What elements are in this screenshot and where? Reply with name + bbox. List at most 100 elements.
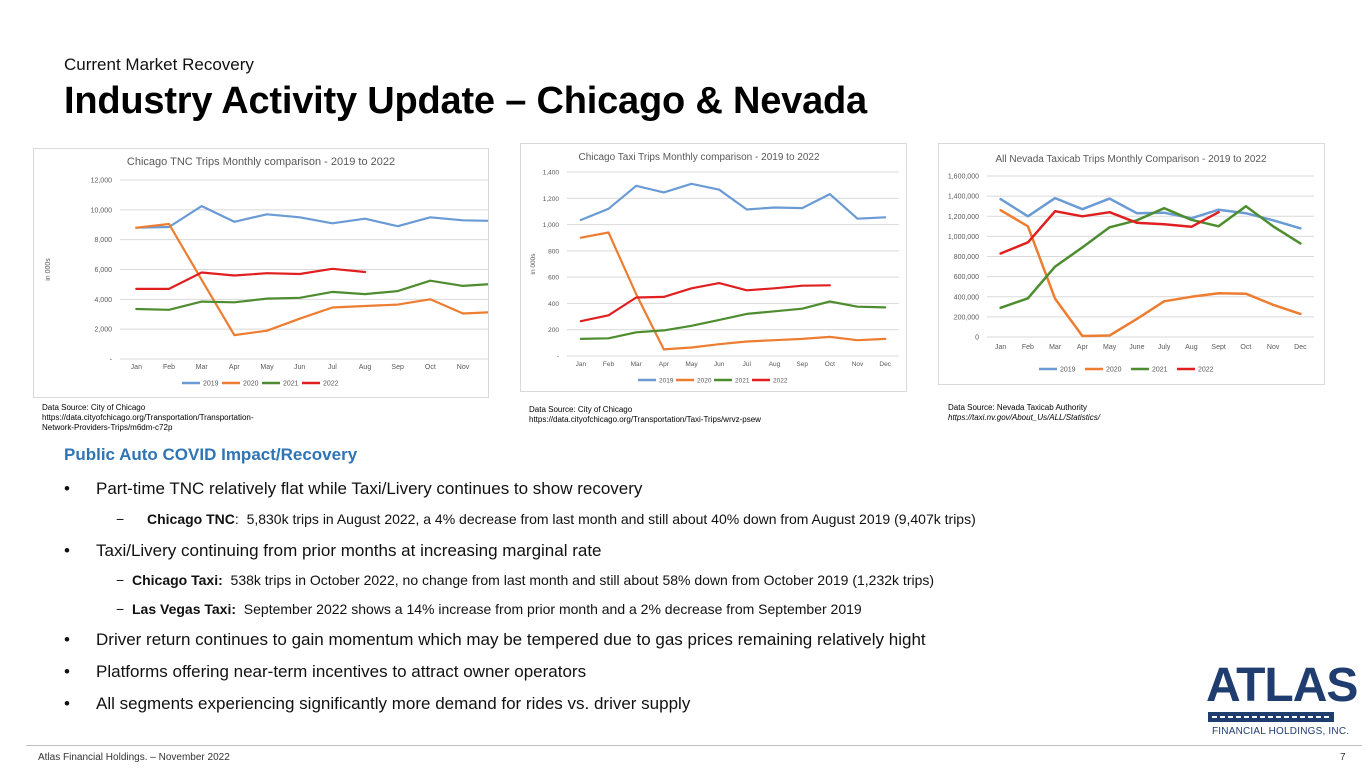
page-number: 7: [1340, 752, 1346, 763]
data-point-2019: [1081, 208, 1084, 211]
data-point-2019: [1136, 212, 1138, 215]
data-point-2019: [718, 188, 720, 191]
subbullet-separator: :: [234, 511, 239, 527]
chart-nevada-taxicab: All Nevada Taxicab Trips Monthly Compari…: [938, 143, 1325, 385]
data-point-2019: [1245, 212, 1247, 215]
source-chicago-tnc: Data Source: City of Chicago https://dat…: [42, 403, 254, 433]
data-point-2020: [1299, 313, 1302, 315]
data-point-2020: [168, 223, 170, 225]
legend-label: 2021: [283, 381, 299, 388]
data-point-2020: [135, 226, 138, 229]
data-point-2021: [1163, 207, 1165, 209]
data-point-2021: [168, 308, 170, 311]
x-tick-label: Jun: [714, 361, 725, 368]
subbullet-label: Chicago TNC: [147, 511, 235, 527]
chart-nevada-taxicab-svg: All Nevada Taxicab Trips Monthly Compari…: [948, 154, 1314, 374]
data-point-2022: [1081, 215, 1084, 218]
y-tick-label: 400,000: [954, 294, 979, 301]
dash-mark: −: [116, 601, 125, 617]
data-point-2020: [1163, 300, 1165, 303]
data-point-2020: [635, 293, 637, 296]
data-point-2019: [1217, 208, 1220, 211]
data-point-2019: [462, 219, 464, 222]
data-point-2022: [690, 287, 693, 290]
series-line-2022: [135, 267, 367, 290]
bullet-mark: •: [64, 630, 70, 649]
data-point-2022: [1190, 226, 1193, 228]
y-tick-label: 1,000,000: [948, 234, 979, 241]
legend-label: 2019: [1060, 367, 1076, 374]
logo-subtitle: FINANCIAL HOLDINGS, INC.: [1212, 726, 1350, 737]
legend-label: 2019: [659, 378, 674, 385]
data-point-2019: [690, 183, 693, 185]
atlas-logo: ATLAS FINANCIAL HOLDINGS, INC.: [1200, 660, 1358, 744]
subbullet-text: 5,830k trips in August 2022, a 4% decrea…: [246, 511, 976, 527]
series-line-2019: [579, 182, 887, 222]
data-point-2022: [1217, 211, 1220, 214]
x-tick-label: Jan: [576, 361, 587, 368]
data-point-2021: [663, 329, 665, 332]
x-tick-label: May: [1103, 344, 1117, 351]
x-tick-label: July: [1158, 344, 1171, 351]
data-point-2021: [1108, 226, 1111, 229]
data-point-2021: [1136, 219, 1138, 222]
data-point-2021: [200, 300, 203, 303]
chart-chicago-tnc: Chicago TNC Trips Monthly comparison - 2…: [33, 148, 489, 398]
y-tick-label: 10,000: [91, 207, 113, 214]
data-point-2019: [1299, 227, 1302, 230]
y-tick-label: 8,000: [94, 237, 112, 244]
data-point-2022: [1108, 211, 1111, 214]
data-point-2021: [746, 313, 748, 315]
x-tick-label: May: [685, 361, 698, 368]
data-point-2022: [635, 296, 637, 299]
x-tick-label: Nov: [852, 361, 864, 368]
y-tick-label: 1,400,000: [948, 194, 979, 201]
data-point-2020: [663, 348, 665, 351]
x-tick-label: Aug: [1185, 344, 1198, 351]
data-point-2022: [200, 271, 203, 274]
series-line-2019: [135, 204, 488, 229]
y-tick-label: 200: [548, 327, 559, 334]
x-tick-label: Dec: [879, 361, 891, 368]
legend-label: 2020: [697, 378, 712, 385]
data-point-2020: [1054, 297, 1056, 300]
x-tick-label: Dec: [1294, 344, 1307, 351]
x-tick-label: Feb: [1022, 344, 1034, 351]
y-tick-label: 400: [548, 301, 559, 308]
y-tick-label: 1,400: [543, 170, 560, 177]
data-point-2020: [580, 236, 582, 239]
data-point-2021: [396, 290, 399, 292]
data-point-2021: [462, 285, 464, 287]
bullet-mark: •: [64, 479, 70, 498]
x-tick-label: Jan: [995, 344, 1006, 351]
data-point-2020: [1136, 318, 1138, 320]
data-point-2021: [266, 297, 268, 300]
x-tick-label: Apr: [659, 361, 670, 368]
data-point-2021: [690, 324, 693, 327]
data-point-2021: [773, 310, 776, 313]
x-tick-label: Nov: [1267, 344, 1280, 351]
y-tick-label: 800,000: [954, 254, 979, 261]
data-point-2021: [580, 338, 582, 340]
data-point-2021: [298, 297, 301, 299]
chart-chicago-tnc-svg: Chicago TNC Trips Monthly comparison - 2…: [45, 156, 488, 388]
slide-subtitle: Current Market Recovery: [64, 55, 254, 74]
data-point-2021: [1217, 225, 1220, 228]
data-point-2019: [635, 185, 637, 187]
data-point-2019: [233, 220, 236, 223]
data-point-2020: [429, 298, 432, 301]
data-point-2020: [396, 303, 399, 306]
legend-label: 2022: [323, 381, 339, 388]
data-point-2020: [266, 329, 268, 332]
data-point-2021: [1190, 218, 1193, 221]
data-point-2021: [364, 293, 366, 295]
source-chicago-taxi: Data Source: City of Chicago https://dat…: [529, 405, 761, 425]
data-point-2020: [462, 312, 464, 315]
data-point-2020: [773, 339, 776, 342]
y-tick-label: 200,000: [954, 314, 979, 321]
data-point-2020: [1108, 334, 1111, 337]
y-tick-label: 2,000: [94, 327, 112, 334]
data-point-2022: [829, 284, 831, 287]
legend-label: 2022: [1198, 367, 1214, 374]
data-point-2022: [1163, 223, 1165, 226]
